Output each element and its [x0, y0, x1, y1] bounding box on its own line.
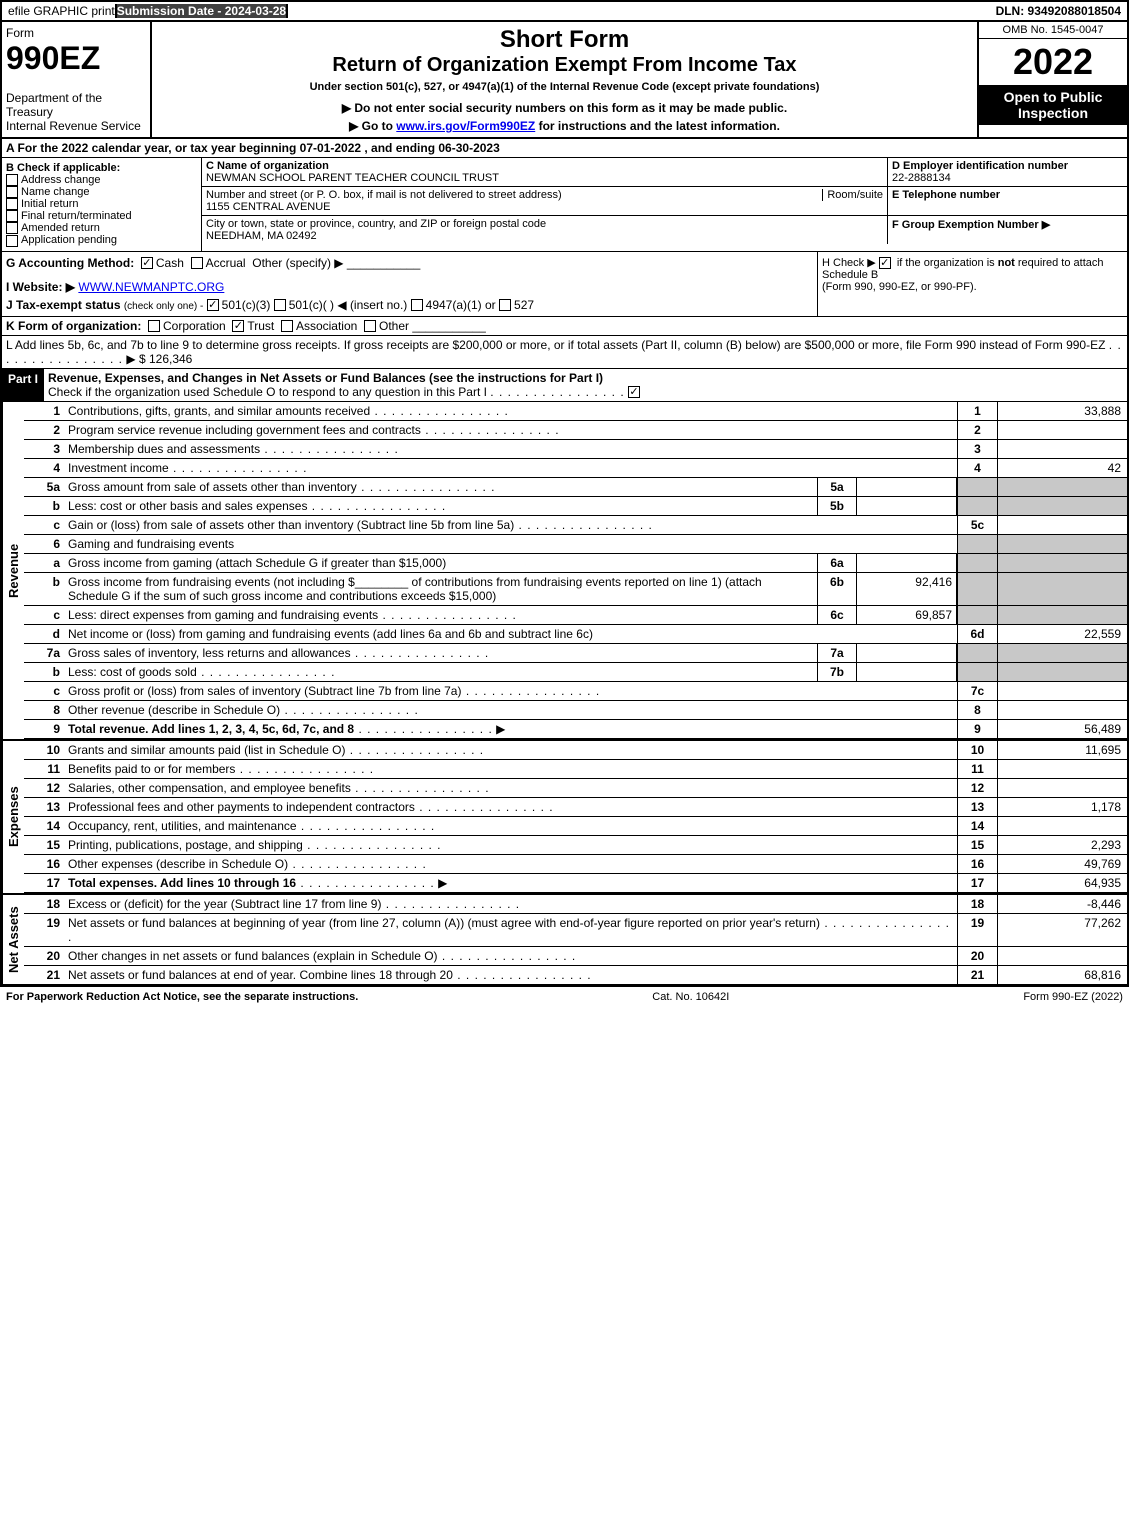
open-inspection-badge: Open to Public Inspection — [979, 85, 1127, 125]
footer-cat-no: Cat. No. 10642I — [652, 991, 729, 1003]
form-number: 990EZ — [6, 40, 146, 77]
row-18: 18 Excess or (deficit) for the year (Sub… — [24, 895, 1127, 914]
section-h: H Check ▶ if the organization is not req… — [817, 252, 1127, 316]
row-1: 1 Contributions, gifts, grants, and simi… — [24, 402, 1127, 421]
row-5a: 5a Gross amount from sale of assets othe… — [24, 478, 1127, 497]
bullet-goto: ▶ Go to www.irs.gov/Form990EZ for instru… — [156, 119, 973, 133]
checkbox-accrual[interactable] — [191, 257, 203, 269]
page-footer: For Paperwork Reduction Act Notice, see … — [0, 985, 1129, 1007]
checkbox-527[interactable] — [499, 299, 511, 311]
checkbox-association[interactable] — [281, 320, 293, 332]
tax-year: 2022 — [979, 39, 1127, 85]
row-12: 12 Salaries, other compensation, and emp… — [24, 779, 1127, 798]
row-6b: b Gross income from fundraising events (… — [24, 573, 1127, 606]
checkbox-schedule-o-part-i[interactable] — [628, 386, 640, 398]
row-7a: 7a Gross sales of inventory, less return… — [24, 644, 1127, 663]
footer-left: For Paperwork Reduction Act Notice, see … — [6, 991, 358, 1003]
section-g-accounting: G Accounting Method: Cash Accrual Other … — [6, 256, 813, 270]
part-i-table: Revenue 1 Contributions, gifts, grants, … — [0, 402, 1129, 985]
section-j-tax-status: J Tax-exempt status (check only one) - 5… — [6, 298, 813, 312]
top-bar: efile GRAPHIC print Submission Date - 20… — [0, 0, 1129, 22]
row-7c: c Gross profit or (loss) from sales of i… — [24, 682, 1127, 701]
section-i-website: I Website: ▶ WWW.NEWMANPTC.ORG — [6, 280, 813, 294]
part-i-header: Part I Revenue, Expenses, and Changes in… — [0, 369, 1129, 402]
section-e-phone: E Telephone number — [887, 187, 1127, 215]
section-c-city: City or town, state or province, country… — [202, 216, 887, 244]
checkbox-corporation[interactable] — [148, 320, 160, 332]
row-13: 13 Professional fees and other payments … — [24, 798, 1127, 817]
row-19: 19 Net assets or fund balances at beginn… — [24, 914, 1127, 947]
checkbox-501c[interactable] — [274, 299, 286, 311]
checkbox-initial-return[interactable] — [6, 198, 18, 210]
row-17: 17 Total expenses. Add lines 10 through … — [24, 874, 1127, 893]
row-6d: d Net income or (loss) from gaming and f… — [24, 625, 1127, 644]
short-form-title: Short Form — [156, 26, 973, 54]
submission-date: Submission Date - 2024-03-28 — [117, 4, 288, 18]
checkbox-amended-return[interactable] — [6, 222, 18, 234]
section-c-street: Number and street (or P. O. box, if mail… — [202, 187, 887, 215]
dept-label: Department of the Treasury — [6, 91, 146, 119]
row-8: 8 Other revenue (describe in Schedule O)… — [24, 701, 1127, 720]
row-6c: c Less: direct expenses from gaming and … — [24, 606, 1127, 625]
row-11: 11 Benefits paid to or for members 11 — [24, 760, 1127, 779]
checkbox-trust[interactable] — [232, 320, 244, 332]
section-f-group-exemption: F Group Exemption Number ▶ — [887, 216, 1127, 244]
dln-label: DLN: 93492088018504 — [990, 2, 1127, 20]
row-3: 3 Membership dues and assessments 3 — [24, 440, 1127, 459]
row-10: 10 Grants and similar amounts paid (list… — [24, 741, 1127, 760]
part-i-badge: Part I — [2, 369, 44, 401]
row-14: 14 Occupancy, rent, utilities, and maint… — [24, 817, 1127, 836]
omb-number: OMB No. 1545-0047 — [979, 22, 1127, 39]
sections-b-to-f: B Check if applicable: Address change Na… — [0, 158, 1129, 252]
row-20: 20 Other changes in net assets or fund b… — [24, 947, 1127, 966]
checkbox-cash[interactable] — [141, 257, 153, 269]
checkbox-final-return[interactable] — [6, 210, 18, 222]
return-title: Return of Organization Exempt From Incom… — [156, 54, 973, 77]
checkbox-application-pending[interactable] — [6, 235, 18, 247]
row-6: 6 Gaming and fundraising events — [24, 535, 1127, 554]
efile-print-label[interactable]: efile GRAPHIC print — [8, 4, 117, 18]
checkbox-other-org[interactable] — [364, 320, 376, 332]
net-assets-side-label: Net Assets — [2, 895, 24, 984]
section-d-ein: D Employer identification number 22-2888… — [887, 158, 1127, 186]
row-4: 4 Investment income 4 42 — [24, 459, 1127, 478]
row-5c: c Gain or (loss) from sale of assets oth… — [24, 516, 1127, 535]
section-a-tax-year: A For the 2022 calendar year, or tax yea… — [0, 139, 1129, 158]
row-7b: b Less: cost of goods sold 7b — [24, 663, 1127, 682]
checkbox-4947a1[interactable] — [411, 299, 423, 311]
revenue-side-label: Revenue — [2, 402, 24, 739]
bullet-ssn: ▶ Do not enter social security numbers o… — [156, 101, 973, 115]
row-16: 16 Other expenses (describe in Schedule … — [24, 855, 1127, 874]
section-b: B Check if applicable: Address change Na… — [2, 158, 202, 251]
checkbox-address-change[interactable] — [6, 174, 18, 186]
footer-form-ref: Form 990-EZ (2022) — [1023, 991, 1123, 1003]
form-header: Form 990EZ Department of the Treasury In… — [0, 22, 1129, 139]
checkbox-501c3[interactable] — [207, 299, 219, 311]
row-5b: b Less: cost or other basis and sales ex… — [24, 497, 1127, 516]
section-c-name: C Name of organization NEWMAN SCHOOL PAR… — [202, 158, 887, 186]
row-2: 2 Program service revenue including gove… — [24, 421, 1127, 440]
row-9: 9 Total revenue. Add lines 1, 2, 3, 4, 5… — [24, 720, 1127, 739]
row-6a: a Gross income from gaming (attach Sched… — [24, 554, 1127, 573]
irs-link[interactable]: www.irs.gov/Form990EZ — [396, 119, 535, 133]
checkbox-schedule-b-not-required[interactable] — [879, 257, 891, 269]
expenses-side-label: Expenses — [2, 741, 24, 893]
sections-g-h: G Accounting Method: Cash Accrual Other … — [0, 252, 1129, 317]
irs-label: Internal Revenue Service — [6, 119, 146, 133]
row-21: 21 Net assets or fund balances at end of… — [24, 966, 1127, 984]
subtitle: Under section 501(c), 527, or 4947(a)(1)… — [156, 81, 973, 93]
row-15: 15 Printing, publications, postage, and … — [24, 836, 1127, 855]
website-link[interactable]: WWW.NEWMANPTC.ORG — [78, 280, 224, 294]
section-k: K Form of organization: Corporation Trus… — [0, 317, 1129, 336]
checkbox-name-change[interactable] — [6, 186, 18, 198]
form-word: Form — [6, 26, 146, 40]
section-l: L Add lines 5b, 6c, and 7b to line 9 to … — [0, 336, 1129, 369]
